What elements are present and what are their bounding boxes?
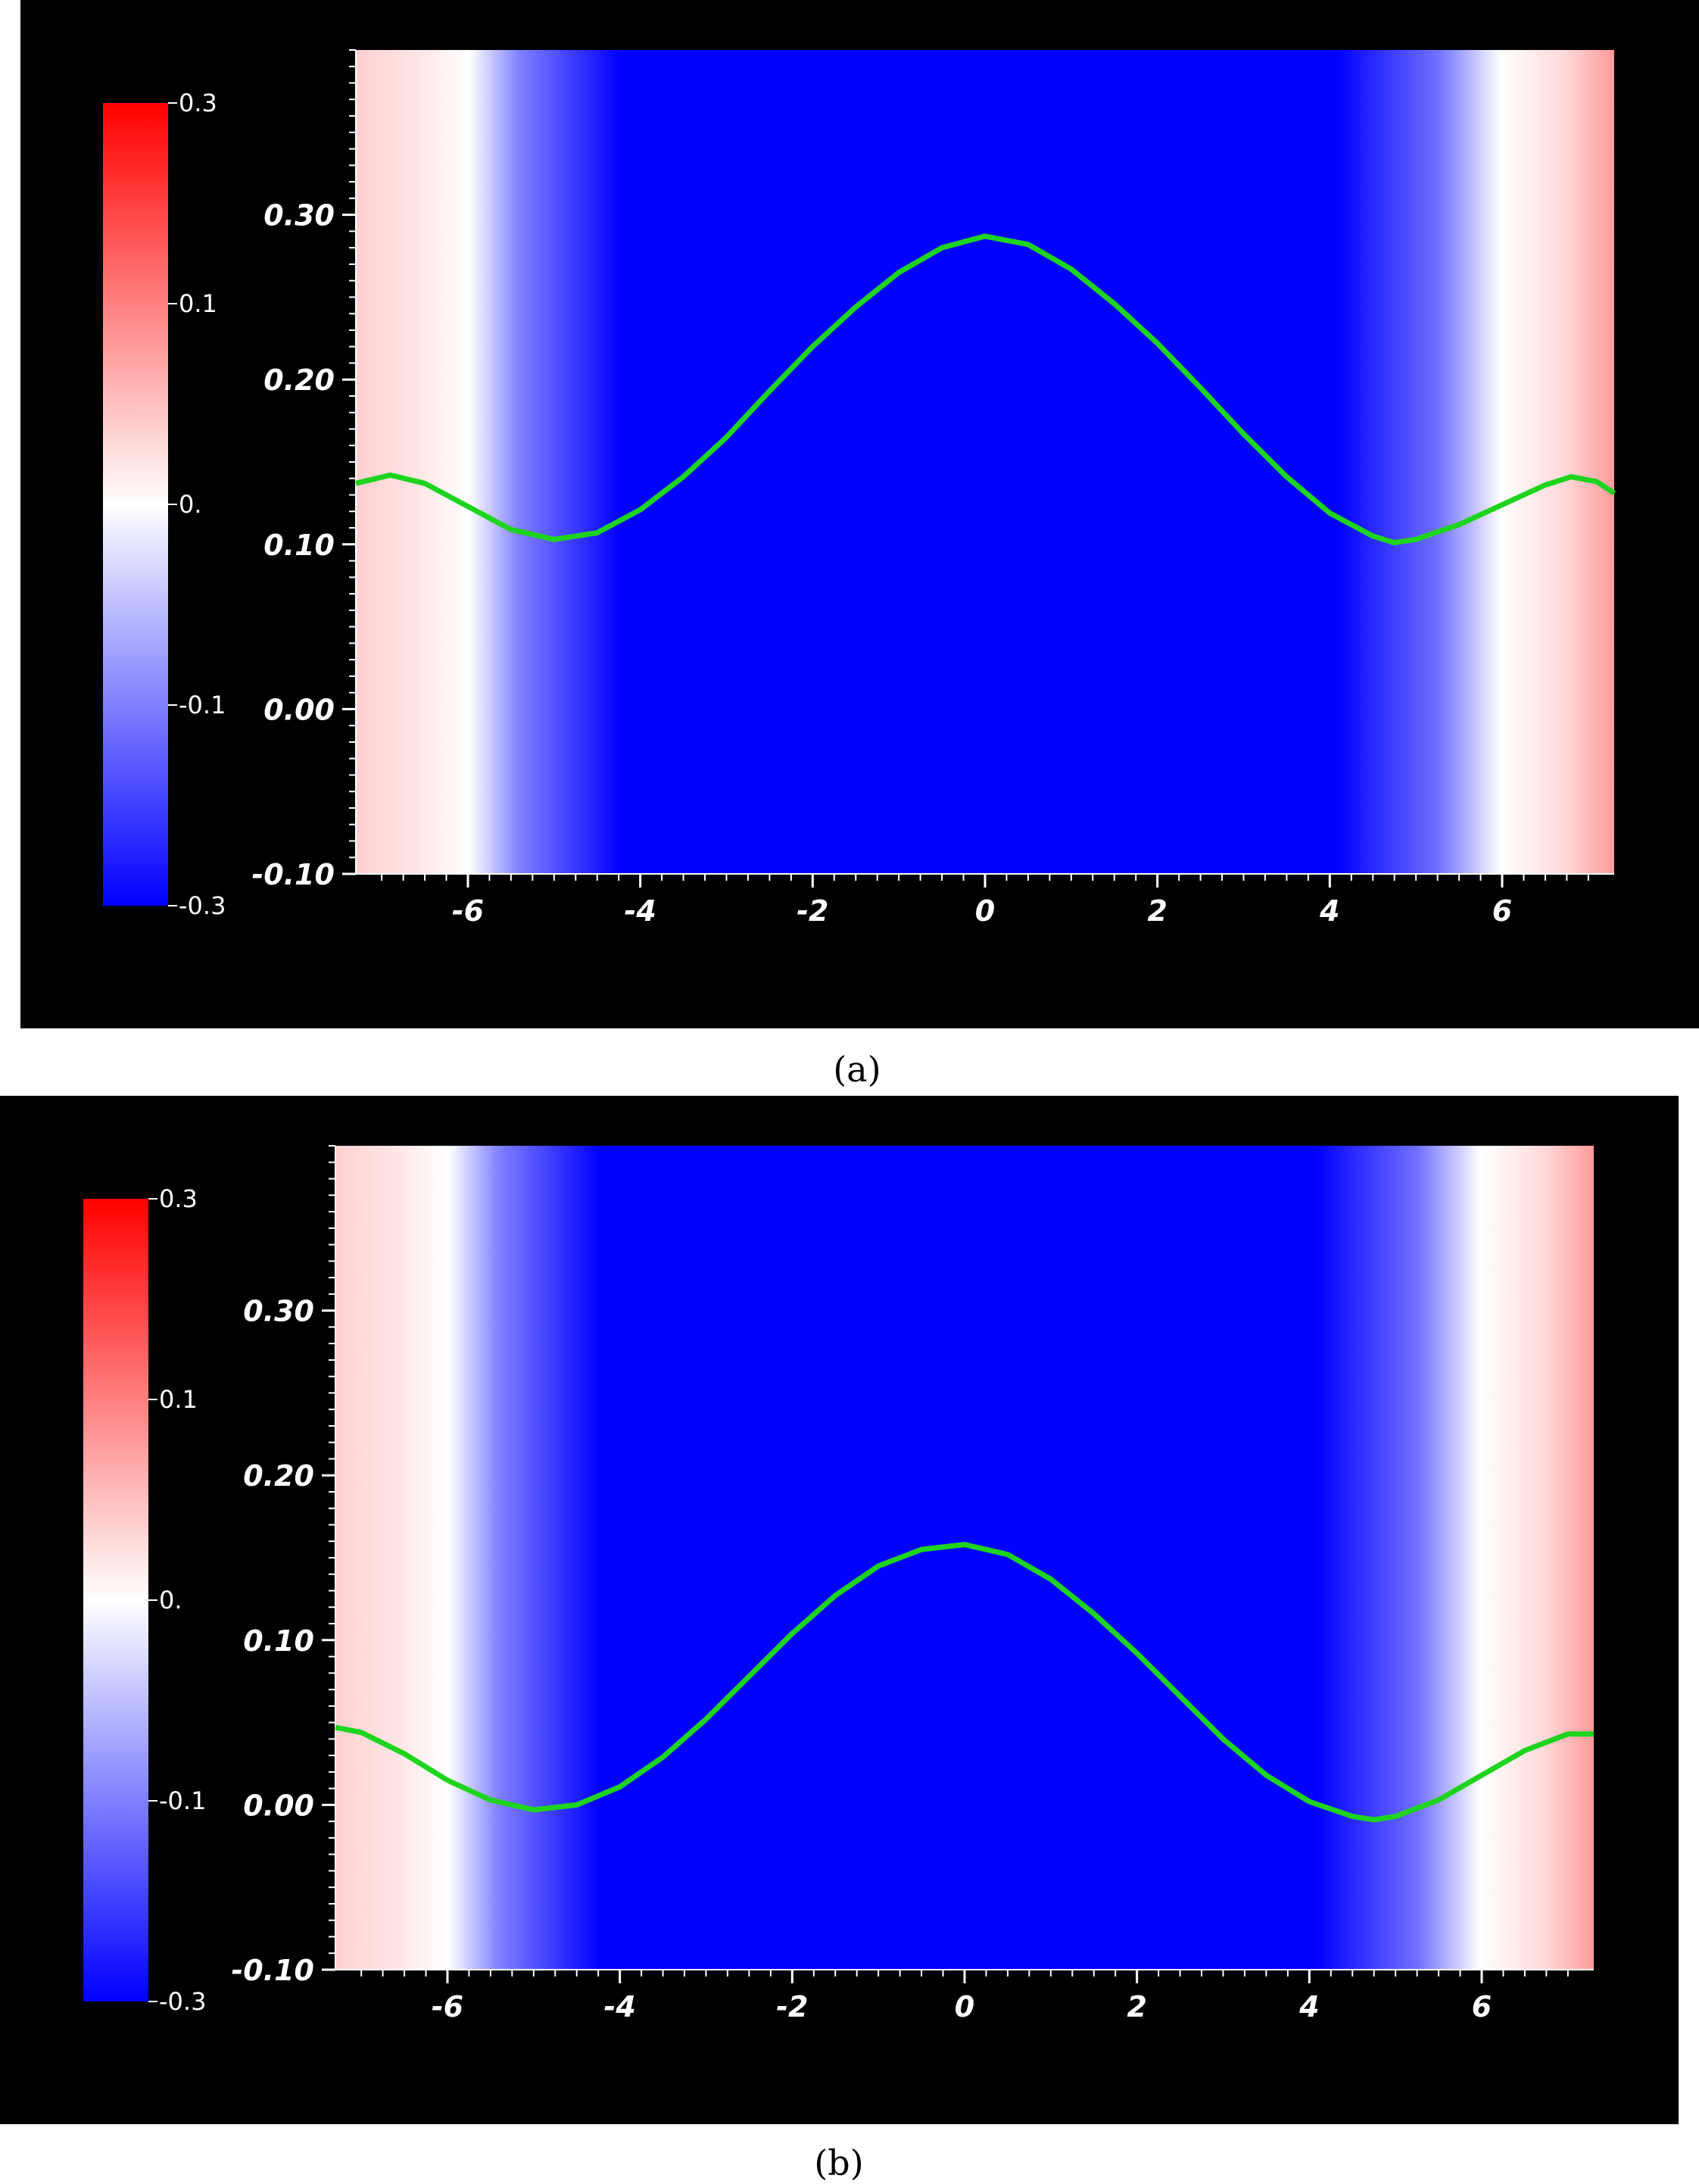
panel-b: 0.3 0.1 0. -0.1 -0.3 -6 -4 -2 0 2 4 6 -0.10 0.00 0.10… [0,1096,1679,2183]
y-tick-label: 0.10 [263,529,335,562]
x-tick-label: -6 [432,1990,463,2023]
x-tick-label: -2 [797,894,828,928]
colorbar [103,103,168,906]
caption-a: (a) [833,1049,881,1090]
x-tick-label: 4 [1319,894,1339,928]
colorbar-label: 0.3 [159,1184,198,1213]
field-heatmap [335,1146,1594,1970]
field-heatmap [356,50,1614,874]
y-tick-label: -0.10 [231,1954,314,1987]
x-tick-label: -4 [625,894,656,928]
y-tick-label: 0.10 [243,1624,314,1658]
x-tick-label: 2 [1147,894,1167,928]
axes: -6 -4 -2 0 2 4 6 -0.10 0.00 0.10 0.20 0.30 [251,49,1614,928]
y-tick-label: 0.00 [263,693,335,726]
x-tick-label: 4 [1298,1990,1319,2023]
y-tick-label: 0.20 [243,1459,314,1493]
y-tick-label: -0.10 [251,858,335,891]
colorbar-labels: 0.3 0.1 0. -0.1 -0.3 [168,89,226,920]
colorbar [83,1199,148,2001]
y-tick-label: 0.30 [243,1295,314,1328]
x-tick-label: 6 [1492,894,1512,928]
colorbar-label: 0.1 [159,1385,198,1414]
y-tick-label: 0.20 [263,363,335,397]
colorbar-label: -0.3 [159,1987,206,2016]
x-tick-label: 6 [1472,1990,1492,2023]
colorbar-label: -0.1 [179,691,226,719]
y-tick-label: 0.00 [243,1789,314,1822]
colorbar-label: 0.3 [179,89,217,117]
colorbar-label: 0. [179,490,202,519]
x-tick-label: -2 [776,1990,808,2023]
axes: -6 -4 -2 0 2 4 6 -0.10 0.00 0.10 0.20 0.30 [231,1145,1594,2023]
colorbar-label: 0. [159,1586,182,1615]
x-tick-label: 0 [975,894,995,928]
x-tick-label: -4 [604,1990,636,2023]
interface-curve [355,233,1616,546]
caption-b: (b) [814,2142,863,2183]
colorbar-label: 0.1 [179,289,217,318]
x-tick-label: 0 [955,1990,974,2023]
x-tick-label: 2 [1127,1990,1146,2023]
y-tick-label: 0.30 [263,199,335,232]
colorbar-labels: 0.3 0.1 0. -0.1 -0.3 [148,1184,206,2016]
x-tick-label: -6 [452,894,484,928]
interface-curve [335,1542,1594,1823]
colorbar-label: -0.3 [179,891,226,920]
panel-a: 0.3 0.1 0. -0.1 -0.3 -6 -4 -2 0 2 4 6 -0.10 0.00 0.10… [20,0,1699,1090]
colorbar-label: -0.1 [159,1786,206,1815]
